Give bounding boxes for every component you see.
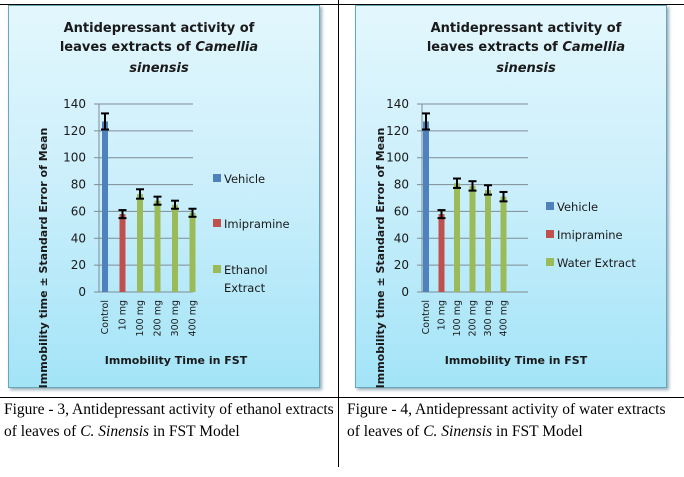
- x-axis-title: Immobility Time in FST: [445, 354, 588, 367]
- chart-2-svg: Antidepressant activity of leaves extract…: [374, 21, 636, 389]
- legend-label: Imipramine: [557, 228, 623, 242]
- x-tick-label: 10 mg: [118, 300, 129, 330]
- chart-title-line-1: Antidepressant activity of: [64, 21, 255, 36]
- bar-imipramine: [438, 214, 445, 292]
- table-top-border: [0, 4, 684, 5]
- x-tick-label: 300 mg: [483, 300, 494, 336]
- chart-title-line-2: leaves extracts of Camellia: [427, 40, 625, 55]
- x-tick-label: 400 mg: [499, 300, 510, 336]
- y-tick-label: 140: [386, 97, 409, 111]
- y-tick-label: 40: [394, 231, 409, 245]
- legend-swatch: [546, 202, 554, 210]
- y-tick-label: 20: [394, 258, 409, 272]
- x-tick-label: 10 mg: [437, 300, 448, 330]
- y-tick-label: 0: [401, 285, 409, 299]
- bar-ethanol-extract: [154, 200, 161, 292]
- caption-text-end: in FST Model: [492, 423, 583, 440]
- y-tick-label: 60: [71, 204, 86, 218]
- caption-text-end: in FST Model: [149, 423, 240, 440]
- legend-label: Water Extract: [557, 256, 636, 270]
- chart-ethanol-extract: Antidepressant activity of leaves extract…: [8, 5, 320, 388]
- x-tick-label: 100 mg: [135, 300, 146, 336]
- y-axis-title: Immobility time ± Standard Error of Mean: [37, 128, 50, 389]
- bar-water-extract: [500, 196, 507, 292]
- x-tick-label: 200 mg: [153, 300, 164, 336]
- y-axis-title: Immobility time ± Standard Error of Mean: [374, 128, 387, 389]
- caption-text: Figure - 3, Antidepressant activity of e…: [4, 401, 334, 440]
- bar-vehicle: [423, 121, 429, 292]
- y-tick-label: 100: [63, 151, 86, 165]
- legend-label: Vehicle: [224, 172, 265, 186]
- legend-label: Imipramine: [224, 217, 290, 231]
- chart-title-line-3: sinensis: [496, 61, 556, 76]
- y-tick-label: 140: [63, 97, 86, 111]
- legend-swatch: [546, 230, 554, 238]
- y-tick-label: 20: [71, 258, 86, 272]
- caption-text: Figure - 4, Antidepressant activity of w…: [347, 401, 666, 440]
- figure-3-caption: Figure - 3, Antidepressant activity of e…: [4, 399, 334, 443]
- table-middle-border: [0, 397, 684, 398]
- bar-ethanol-extract: [137, 193, 143, 292]
- y-tick-label: 120: [63, 124, 86, 138]
- x-tick-label: 300 mg: [170, 300, 181, 336]
- legend-label: Vehicle: [557, 200, 598, 214]
- chart-title-text: leaves extracts of: [60, 40, 196, 55]
- legend-swatch: [213, 219, 221, 227]
- x-axis-title: Immobility Time in FST: [105, 354, 248, 367]
- legend-swatch: [546, 258, 554, 266]
- chart-title-line-2: leaves extracts of Camellia: [60, 40, 258, 55]
- figure-4-caption: Figure - 4, Antidepressant activity of w…: [347, 399, 677, 443]
- chart-water-extract: Antidepressant activity of leaves extract…: [355, 5, 667, 388]
- x-tick-label: Control: [421, 300, 432, 334]
- chart-title-line-1: Antidepressant activity of: [431, 21, 622, 36]
- bar-vehicle: [102, 121, 108, 292]
- y-tick-label: 60: [394, 204, 409, 218]
- bar-imipramine: [119, 214, 126, 292]
- x-tick-label: 400 mg: [188, 300, 199, 336]
- caption-species: C. Sinensis: [80, 423, 150, 440]
- y-tick-label: 0: [78, 285, 86, 299]
- y-tick-label: 80: [394, 178, 409, 192]
- y-tick-label: 80: [71, 178, 86, 192]
- legend-swatch: [213, 174, 221, 182]
- chart-title-text: leaves extracts of: [427, 40, 563, 55]
- bar-ethanol-extract: [189, 212, 196, 292]
- table-column-divider: [338, 0, 339, 467]
- caption-species: C. Sinensis: [423, 423, 493, 440]
- x-tick-label: 100 mg: [452, 300, 463, 336]
- bar-ethanol-extract: [172, 204, 178, 292]
- x-tick-label: 200 mg: [468, 300, 479, 336]
- legend-label: Extract: [224, 281, 266, 295]
- bar-water-extract: [485, 189, 491, 292]
- y-tick-label: 120: [386, 124, 409, 138]
- chart-title-species: Camellia: [195, 40, 258, 55]
- legend-swatch: [213, 265, 221, 273]
- y-tick-label: 40: [71, 231, 86, 245]
- legend-label: Ethanol: [224, 263, 268, 277]
- chart-title-species: Camellia: [562, 40, 625, 55]
- chart-1-svg: Antidepressant activity of leaves extract…: [37, 21, 290, 389]
- bar-water-extract: [454, 183, 460, 292]
- chart-title-line-3: sinensis: [129, 61, 189, 76]
- bar-water-extract: [469, 185, 476, 292]
- x-tick-label: Control: [100, 300, 111, 334]
- y-tick-label: 100: [386, 151, 409, 165]
